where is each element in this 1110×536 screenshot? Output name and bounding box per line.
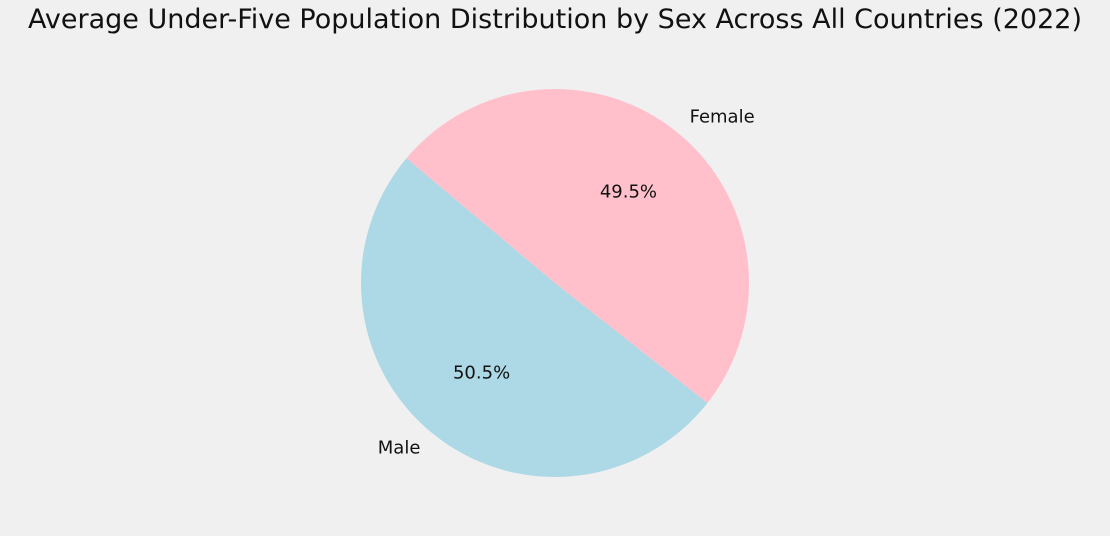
slice-percent-female: 49.5% bbox=[600, 182, 657, 203]
slice-percent-male: 50.5% bbox=[453, 362, 510, 383]
pie-slice-male bbox=[360, 158, 708, 478]
slice-label-female: Female bbox=[690, 106, 755, 127]
pie-slice-female bbox=[406, 89, 749, 403]
slice-label-male: Male bbox=[378, 438, 421, 459]
chart-title: Average Under-Five Population Distributi… bbox=[28, 4, 1082, 35]
